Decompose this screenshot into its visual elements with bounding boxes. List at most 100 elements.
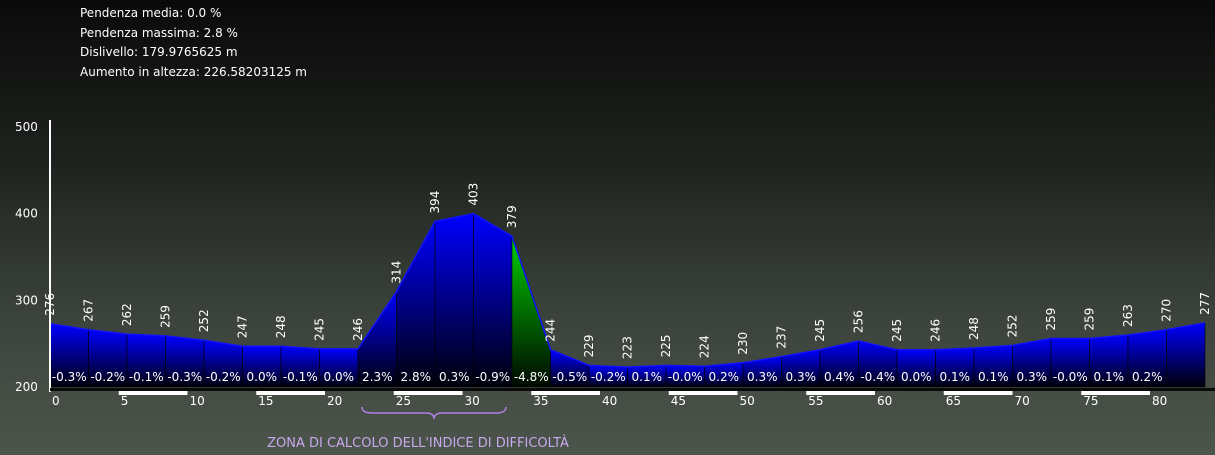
elevation-label: 248 — [274, 315, 288, 338]
slope-label: -4.8% — [514, 370, 549, 384]
scale-bar-segment — [531, 391, 600, 395]
x-tick-label: 50 — [740, 394, 755, 408]
y-tick-label: 400 — [15, 207, 38, 221]
slope-label: 0.0% — [901, 370, 932, 384]
x-tick-label: 75 — [1083, 394, 1098, 408]
slope-label: -0.2% — [90, 370, 125, 384]
elevation-label: 259 — [1083, 308, 1097, 331]
slope-label: -0.0% — [668, 370, 703, 384]
elevation-label: 248 — [967, 317, 981, 340]
slope-label: 0.1% — [632, 370, 663, 384]
profile-stats: Pendenza media: 0.0 % Pendenza massima: … — [80, 4, 307, 82]
slope-label: -0.3% — [52, 370, 87, 384]
slope-label: -0.2% — [206, 370, 241, 384]
profile-outline — [49, 212, 1206, 368]
x-tick-label: 70 — [1015, 394, 1030, 408]
x-tick-label: 30 — [465, 394, 480, 408]
elevation-label: 246 — [351, 318, 365, 341]
elevation-label: 276 — [43, 293, 57, 316]
elevation-label: 225 — [659, 334, 673, 357]
slope-label: 0.0% — [324, 370, 355, 384]
slope-label: 2.3% — [362, 370, 393, 384]
elevation-label: 244 — [544, 319, 558, 342]
scale-bar-segment — [668, 391, 738, 395]
elevation-label: 270 — [1160, 299, 1174, 322]
altitude-increase-text: Aumento in altezza: 226.58203125 m — [80, 64, 307, 79]
elevation-gain-text: Dislivello: 179.9765625 m — [80, 45, 238, 59]
elevation-label: 246 — [929, 319, 943, 342]
elevation-label: 259 — [159, 305, 173, 328]
y-tick-label: 500 — [15, 120, 38, 134]
slope-label: 0.1% — [940, 370, 971, 384]
x-tick-label: 65 — [946, 394, 961, 408]
slope-label: 0.2% — [1132, 370, 1163, 384]
elevation-label: 277 — [1198, 292, 1212, 315]
scale-bar-segment — [943, 391, 1013, 395]
elevation-label: 230 — [736, 332, 750, 355]
scale-bar-segment — [118, 391, 188, 395]
elevation-label: 245 — [813, 319, 827, 342]
x-tick-label: 25 — [396, 394, 411, 408]
elevation-label: 229 — [582, 334, 596, 357]
slope-label: 0.2% — [709, 370, 740, 384]
y-tick-label: 300 — [15, 293, 38, 307]
elevation-label: 263 — [1121, 304, 1135, 327]
elevation-label: 245 — [890, 319, 904, 342]
elevation-label: 252 — [197, 309, 211, 332]
elevation-label: 259 — [1044, 308, 1058, 331]
slope-label: -0.2% — [591, 370, 626, 384]
slope-label: -0.0% — [1053, 370, 1088, 384]
slope-label: 0.3% — [1017, 370, 1048, 384]
x-tick-label: 20 — [327, 394, 342, 408]
elevation-label: 256 — [852, 310, 866, 333]
x-tick-label: 40 — [602, 394, 617, 408]
scale-bar-segment — [1081, 391, 1150, 395]
elevation-label: 314 — [390, 261, 404, 284]
elevation-label: 262 — [120, 303, 134, 326]
x-tick-label: 10 — [190, 394, 205, 408]
elevation-label: 403 — [467, 183, 481, 206]
slope-label: -0.3% — [167, 370, 202, 384]
x-tick-label: 0 — [52, 394, 60, 408]
slope-label: 0.4% — [824, 370, 855, 384]
difficulty-zone-brace — [361, 406, 507, 420]
slope-label: 0.3% — [747, 370, 778, 384]
profile-segment — [434, 213, 474, 388]
slope-label: 0.3% — [786, 370, 817, 384]
profile-segment — [396, 221, 436, 388]
x-tick-label: 45 — [671, 394, 686, 408]
scale-bar-segment — [393, 391, 463, 395]
elevation-label: 394 — [428, 191, 442, 214]
elevation-label: 223 — [621, 336, 635, 359]
max-slope-text: Pendenza massima: 2.8 % — [80, 25, 238, 40]
elevation-label: 245 — [313, 318, 327, 341]
x-tick-label: 15 — [258, 394, 273, 408]
profile-segment-highlight — [511, 236, 551, 388]
x-tick-label: 35 — [533, 394, 548, 408]
profile-segment — [1166, 322, 1206, 388]
elevation-label: 224 — [698, 335, 712, 358]
slope-label: -0.9% — [475, 370, 510, 384]
slope-label: -0.5% — [552, 370, 587, 384]
x-tick-label: 55 — [808, 394, 823, 408]
x-tick-label: 80 — [1152, 394, 1167, 408]
slope-label: -0.4% — [860, 370, 895, 384]
elevation-label: 267 — [82, 299, 96, 322]
slope-label: 0.1% — [1094, 370, 1125, 384]
elevation-label: 252 — [1006, 314, 1020, 337]
slope-label: 2.8% — [401, 370, 432, 384]
scale-bar-segment — [256, 391, 325, 395]
slope-label: -0.1% — [129, 370, 164, 384]
elevation-label: 247 — [236, 315, 250, 338]
scale-bar-segment — [806, 391, 875, 395]
elevation-label: 237 — [775, 326, 789, 349]
avg-slope-text: Pendenza media: 0.0 % — [80, 6, 222, 20]
difficulty-zone-label: ZONA DI CALCOLO DELL'INDICE DI DIFFICOLT… — [267, 435, 569, 451]
x-axis-bar — [50, 388, 1215, 391]
y-tick-label: 200 — [15, 380, 38, 394]
slope-label: 0.0% — [247, 370, 278, 384]
elevation-label: 379 — [505, 205, 519, 228]
slope-label: 0.1% — [978, 370, 1009, 384]
profile-segment — [473, 213, 513, 388]
